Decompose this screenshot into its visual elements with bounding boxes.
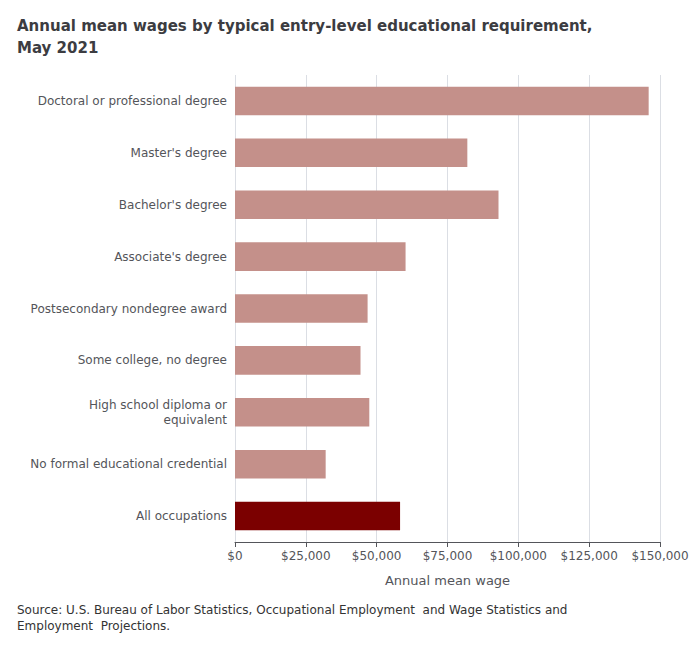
- svg-text:Annual mean wages by typical e: Annual mean wages by typical entry-level…: [17, 17, 592, 35]
- svg-text:All occupations: All occupations: [136, 509, 227, 523]
- svg-text:Bachelor's degree: Bachelor's degree: [119, 198, 227, 212]
- svg-text:Source: U.S. Bureau of Labor S: Source: U.S. Bureau of Labor Statistics,…: [17, 603, 567, 617]
- svg-text:Master's degree: Master's degree: [131, 146, 227, 160]
- svg-text:Annual mean wage: Annual mean wage: [385, 573, 510, 588]
- svg-text:Postsecondary nondegree award: Postsecondary nondegree award: [31, 302, 227, 316]
- svg-text:Doctoral or professional degre: Doctoral or professional degree: [38, 94, 227, 108]
- svg-text:equivalent: equivalent: [164, 413, 228, 427]
- svg-text:Some college, no degree: Some college, no degree: [78, 353, 227, 367]
- svg-text:$0: $0: [227, 549, 242, 563]
- svg-text:$150,000: $150,000: [631, 549, 688, 563]
- svg-text:May 2021: May 2021: [17, 39, 98, 57]
- svg-text:Associate's degree: Associate's degree: [114, 250, 227, 264]
- svg-text:High school diploma or: High school diploma or: [89, 398, 227, 412]
- svg-text:$75,000: $75,000: [423, 549, 473, 563]
- svg-text:No formal educational credenti: No formal educational credential: [30, 457, 227, 471]
- svg-text:$25,000: $25,000: [281, 549, 331, 563]
- svg-text:$100,000: $100,000: [490, 549, 547, 563]
- svg-text:Employment Projections.: Employment Projections.: [17, 619, 170, 633]
- svg-text:$125,000: $125,000: [561, 549, 618, 563]
- svg-text:$50,000: $50,000: [352, 549, 402, 563]
